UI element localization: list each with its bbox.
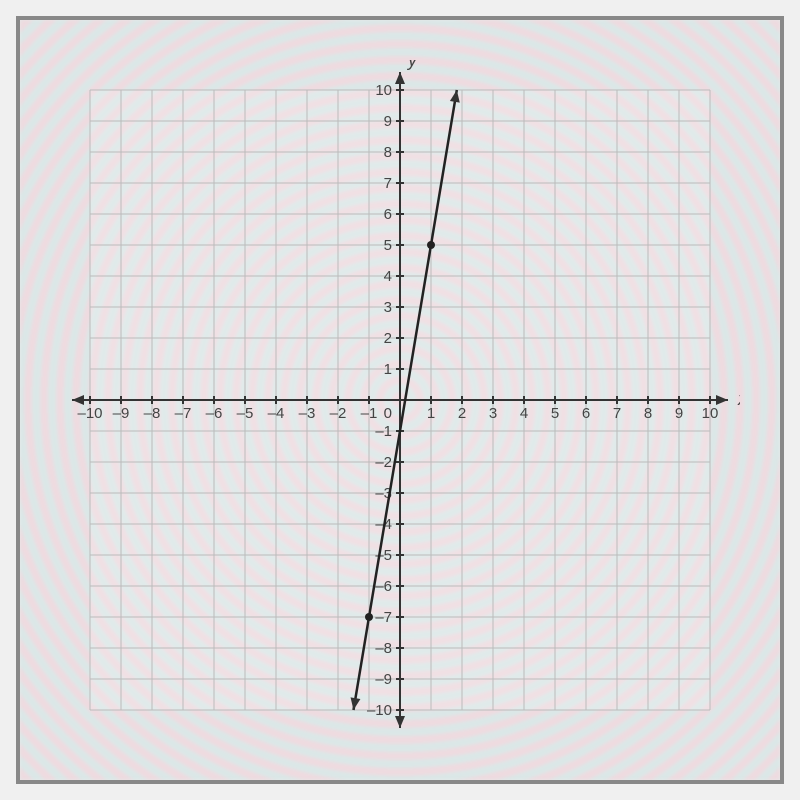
x-tick-label: 4 [520,405,528,422]
y-tick-label: 6 [384,206,392,223]
y-tick-label: –9 [375,671,392,688]
x-tick-label: –6 [206,405,223,422]
y-tick-label: –6 [375,578,392,595]
y-tick-label: –10 [367,702,392,719]
x-tick-label: –1 [361,405,378,422]
y-axis-label: y [406,60,418,70]
plane-svg: –10–9–8–7–6–5–4–3–2–112345678910–10–9–8–… [60,60,740,740]
y-tick-label: 1 [384,361,392,378]
y-tick-label: 8 [384,144,392,161]
x-tick-label: –9 [113,405,130,422]
y-axis-arrow-up [395,72,405,84]
x-axis-label: x [737,389,740,409]
x-axis-arrow-left [72,395,84,405]
origin-label: 0 [384,405,392,422]
y-tick-label: 10 [375,82,392,99]
x-tick-label: 3 [489,405,497,422]
y-tick-label: 7 [384,175,392,192]
x-tick-label: 9 [675,405,683,422]
chart-container: –10–9–8–7–6–5–4–3–2–112345678910–10–9–8–… [16,16,784,784]
x-tick-label: –2 [330,405,347,422]
y-tick-label: 2 [384,330,392,347]
x-tick-label: 10 [702,405,719,422]
x-tick-label: 7 [613,405,621,422]
y-tick-label: –8 [375,640,392,657]
x-tick-label: –4 [268,405,285,422]
x-tick-label: –7 [175,405,192,422]
x-tick-label: 1 [427,405,435,422]
plotted-point [365,613,373,621]
x-tick-label: 5 [551,405,559,422]
x-tick-label: –3 [299,405,316,422]
x-tick-label: 8 [644,405,652,422]
x-tick-label: –10 [77,405,102,422]
x-tick-label: –5 [237,405,254,422]
y-tick-label: 3 [384,299,392,316]
y-tick-label: 4 [384,268,392,285]
y-tick-label: –7 [375,609,392,626]
x-axis-arrow-right [716,395,728,405]
x-tick-label: 6 [582,405,590,422]
y-tick-label: 9 [384,113,392,130]
y-axis-arrow-down [395,716,405,728]
x-tick-label: –8 [144,405,161,422]
plotted-point [427,241,435,249]
y-tick-label: 5 [384,237,392,254]
y-tick-label: –1 [375,423,392,440]
y-tick-label: –2 [375,454,392,471]
x-tick-label: 2 [458,405,466,422]
coordinate-plane: –10–9–8–7–6–5–4–3–2–112345678910–10–9–8–… [60,60,740,740]
